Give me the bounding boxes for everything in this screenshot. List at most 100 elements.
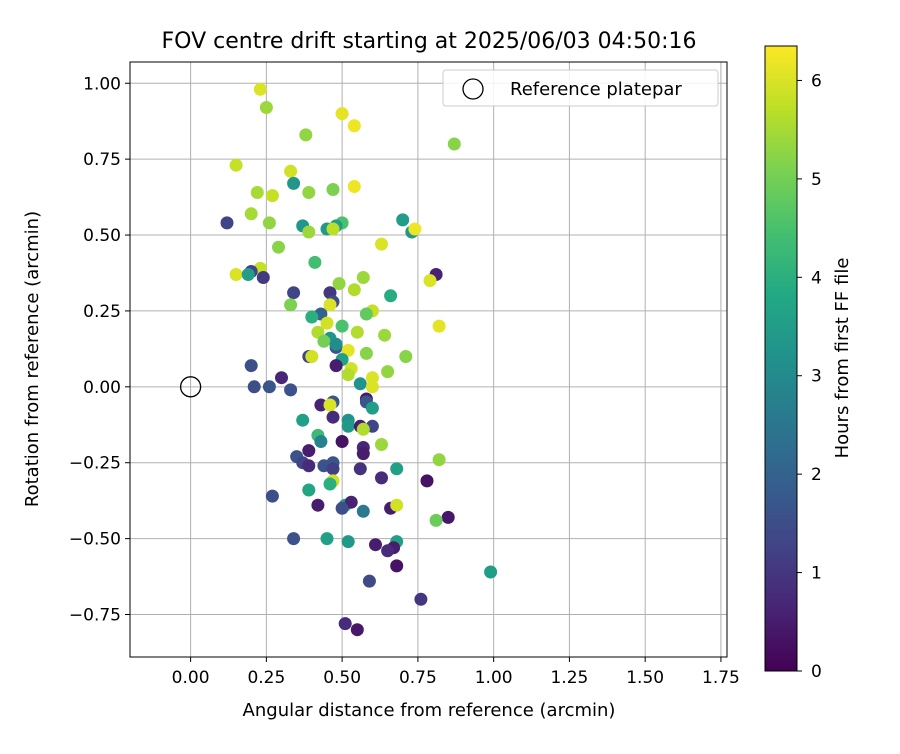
colorbar-tick-label: 2 (811, 465, 822, 485)
y-tick-label: 0.50 (83, 226, 121, 246)
scatter-point (369, 538, 382, 552)
scatter-point (265, 189, 279, 203)
colorbar-gradient (764, 45, 798, 672)
scatter-point (329, 337, 343, 351)
scatter-point (420, 474, 434, 488)
scatter-point (390, 559, 404, 573)
data-points (220, 82, 498, 637)
scatter-point (262, 216, 276, 230)
scatter-point (265, 489, 279, 503)
legend-box (442, 69, 719, 107)
colorbar-tick-label: 5 (811, 170, 822, 190)
scatter-point (347, 119, 361, 133)
scatter-point (414, 592, 428, 606)
scatter-point (338, 617, 352, 631)
scatter-point (341, 535, 355, 549)
x-axis-ticks: 0.00 0.25 0.50 0.75 1.00 1.25 1.50 1.75 (172, 657, 740, 688)
scatter-point (350, 623, 364, 637)
scatter-point (323, 477, 337, 491)
scatter-point (262, 380, 276, 394)
scatter-point (381, 365, 395, 379)
scatter-point (332, 277, 346, 291)
scatter-point (344, 495, 358, 509)
scatter-point (408, 222, 422, 236)
scatter-point (353, 377, 367, 391)
x-tick-label: 1.25 (550, 668, 588, 688)
scatter-point (284, 298, 298, 312)
scatter-point (375, 471, 388, 485)
x-axis-label: Angular distance from reference (arcmin) (243, 700, 616, 721)
scatter-point (335, 435, 349, 448)
scatter-point (256, 271, 270, 284)
colorbar-tick-label: 6 (811, 71, 822, 91)
x-tick-label: 0.50 (323, 668, 361, 688)
scatter-point (326, 410, 340, 424)
scatter-point (441, 510, 455, 524)
x-tick-label: 0.00 (172, 668, 210, 688)
scatter-point (311, 498, 325, 512)
scatter-point (365, 401, 379, 415)
y-tick-label: −0.25 (69, 454, 121, 474)
scatter-point (317, 334, 331, 348)
y-tick-label: 0.00 (83, 378, 121, 398)
scatter-point (381, 544, 395, 558)
scatter-point (296, 413, 310, 427)
colorbar-tick-label: 3 (811, 367, 822, 387)
scatter-point (347, 180, 361, 193)
scatter-point (241, 268, 255, 281)
colorbar: 0 1 2 3 4 5 6 Hours from first FF file (764, 45, 853, 682)
x-tick-label: 1.75 (702, 668, 740, 688)
y-tick-label: −0.50 (69, 530, 121, 550)
scatter-point (390, 498, 404, 512)
scatter-point (302, 186, 316, 199)
colorbar-tick-label: 1 (811, 564, 822, 584)
y-tick-label: −0.75 (69, 606, 121, 626)
scatter-point (323, 398, 337, 412)
legend: Reference platepar (442, 69, 719, 107)
scatter-point (314, 435, 328, 448)
scatter-point (302, 225, 316, 239)
scatter-point (284, 383, 298, 397)
scatter-point (326, 183, 340, 196)
x-tick-label: 0.25 (247, 668, 285, 688)
colorbar-tick-label: 4 (811, 268, 822, 288)
scatter-point (484, 565, 498, 579)
scatter-point (275, 371, 288, 385)
scatter-point (326, 222, 340, 236)
scatter-point (390, 462, 404, 476)
scatter-point (353, 462, 367, 476)
scatter-point (247, 380, 261, 394)
scatter-point (356, 271, 370, 284)
scatter-point (362, 574, 376, 588)
scatter-point (375, 438, 388, 451)
scatter-point (432, 319, 446, 333)
scatter-point (302, 459, 316, 473)
scatter-point (244, 207, 258, 221)
scatter-point (320, 532, 334, 546)
colorbar-tick-label: 0 (811, 662, 822, 682)
scatter-point (356, 422, 370, 436)
scatter-point (341, 368, 355, 382)
scatter-point (287, 176, 301, 190)
scatter-point (305, 350, 319, 363)
scatter-point (335, 107, 349, 121)
scatter-point (375, 237, 388, 251)
scatter-point (341, 419, 355, 433)
scatter-point (308, 255, 322, 269)
scatter-point (320, 316, 334, 330)
scatter-point (323, 298, 337, 312)
y-tick-label: 1.00 (83, 74, 121, 94)
scatter-point (335, 501, 349, 515)
y-tick-label: 0.75 (83, 150, 121, 170)
scatter-point (396, 213, 410, 227)
scatter-point (250, 186, 264, 199)
colorbar-label: Hours from first FF file (832, 258, 853, 459)
scatter-point (432, 453, 446, 467)
scatter-point (220, 216, 234, 230)
scatter-point (299, 128, 313, 142)
scatter-point (447, 137, 461, 151)
scatter-point (429, 513, 443, 527)
scatter-point (302, 483, 316, 497)
scatter-point (359, 307, 373, 321)
